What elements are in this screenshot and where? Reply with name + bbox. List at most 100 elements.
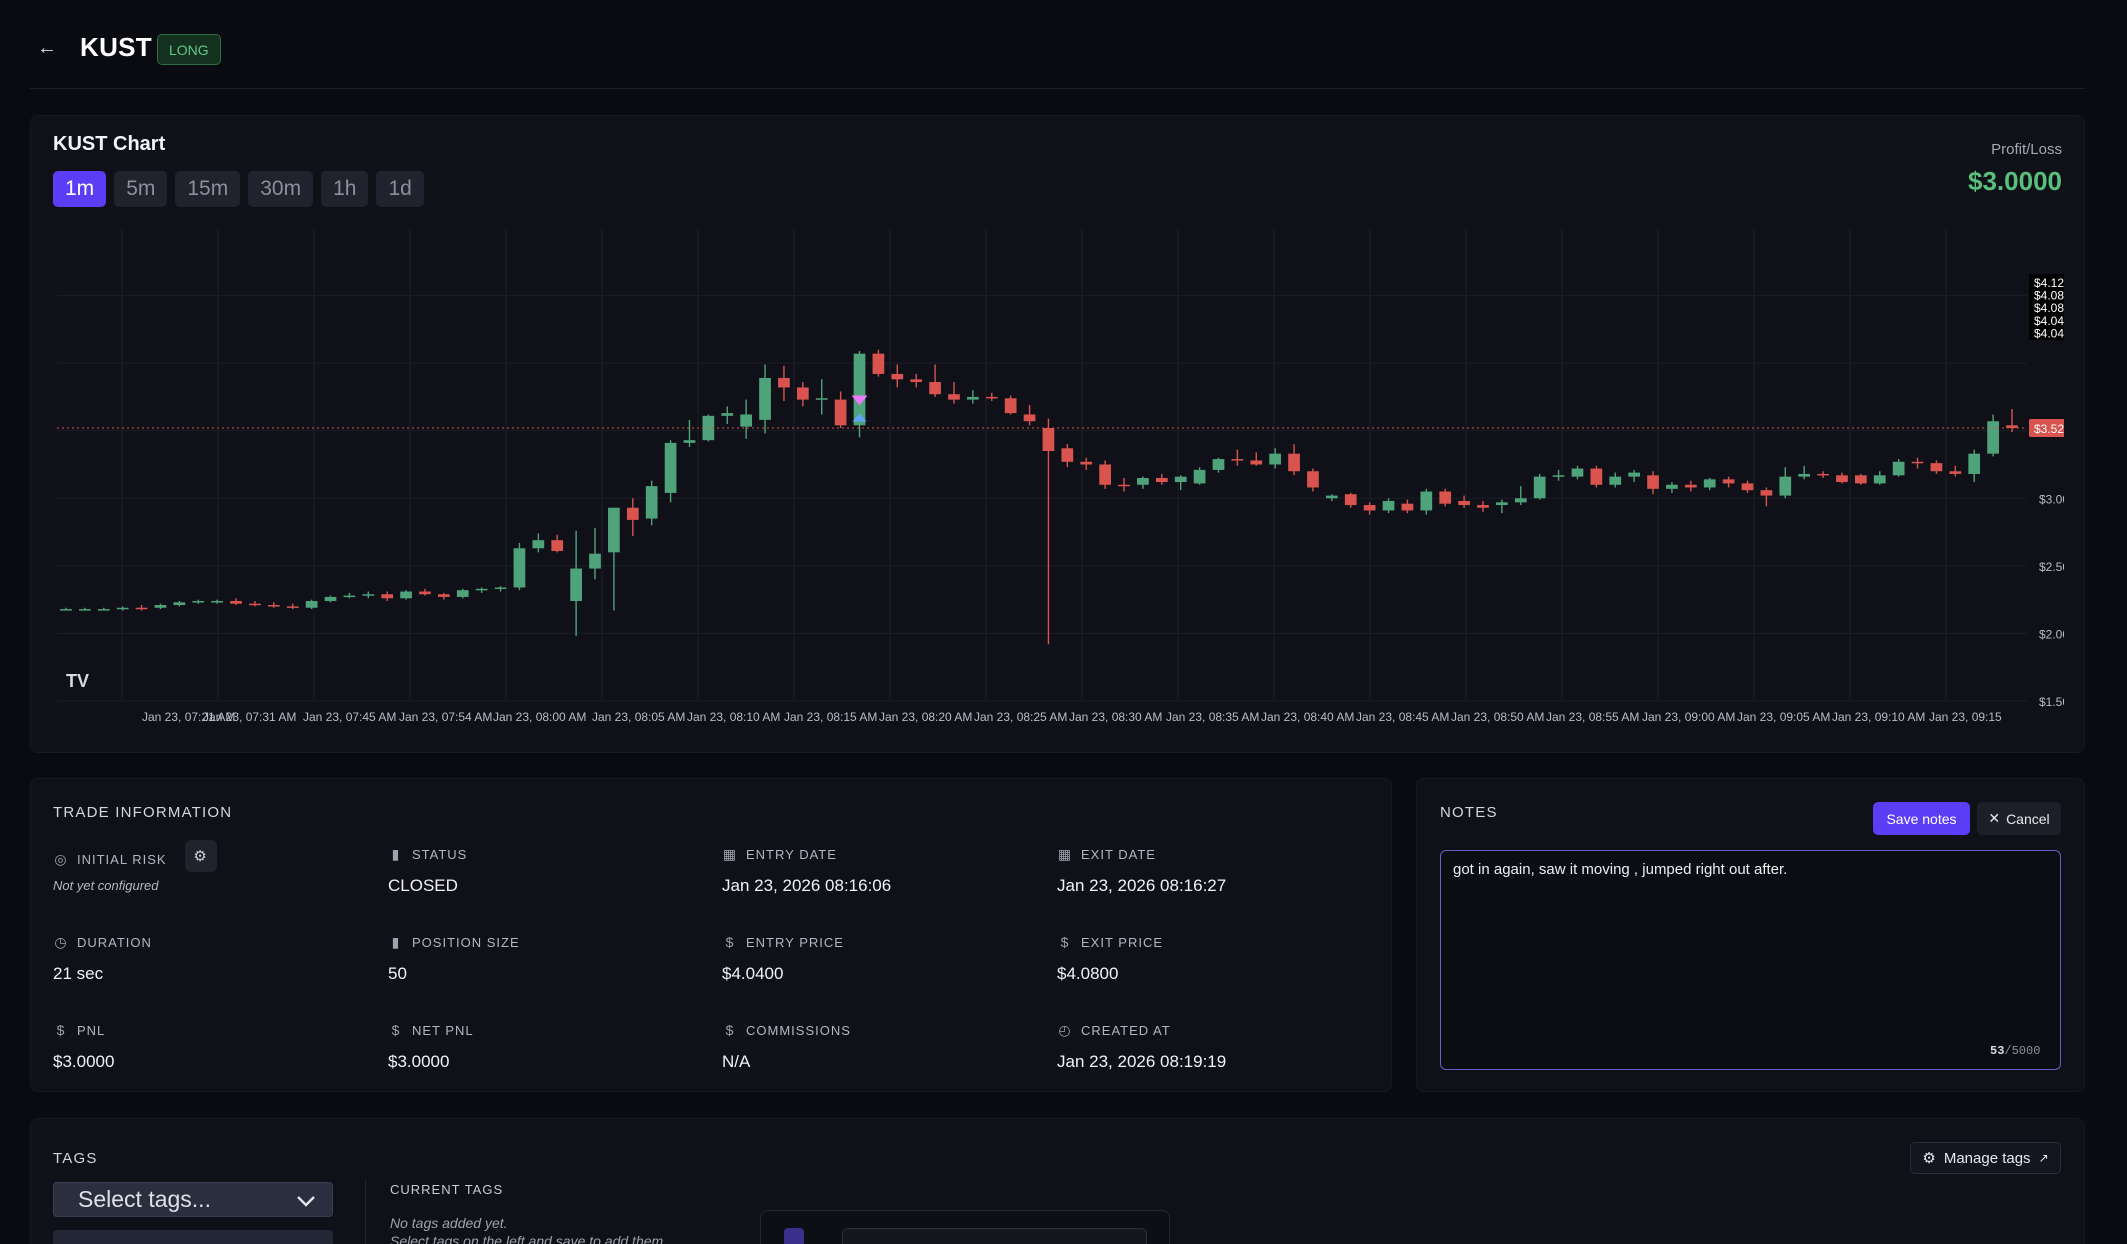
- candle-body: [1288, 453, 1300, 472]
- candle-body: [1533, 476, 1546, 499]
- y-tick-label: $1.50: [2039, 695, 2064, 709]
- candle-body: [211, 600, 224, 603]
- candle-body: [173, 602, 186, 606]
- field-duration: ◷ DURATION 21 sec: [53, 934, 373, 984]
- bar-chart-icon: ▮: [391, 933, 401, 950]
- candle-body: [1307, 471, 1319, 488]
- tags-select-placeholder: Select tags...: [78, 1186, 211, 1212]
- notes-char-count: 53/5000: [1990, 1044, 2040, 1058]
- tag-suggestion-field[interactable]: [842, 1228, 1147, 1244]
- back-button[interactable]: ←: [30, 34, 64, 62]
- char-count-current: 53: [1990, 1044, 2005, 1058]
- position-size-label: POSITION SIZE: [412, 934, 520, 950]
- candle-body: [1647, 475, 1659, 489]
- candle-body: [1703, 479, 1716, 488]
- tags-title: TAGS: [53, 1150, 98, 1167]
- dollar-icon: $: [56, 1022, 66, 1038]
- timer-icon: ◷: [54, 933, 68, 950]
- candle-body: [286, 606, 299, 608]
- candle-body: [1741, 483, 1754, 491]
- candle-body: [721, 413, 734, 416]
- candle-body: [1061, 448, 1074, 462]
- candle-body: [1231, 459, 1244, 461]
- x-tick-label: Jan 23, 08:20 AM: [879, 710, 972, 724]
- manage-tags-button[interactable]: ⚙ Manage tags ↗: [1910, 1142, 2061, 1174]
- gear-icon: ⚙: [1922, 1150, 1936, 1167]
- candle-body: [948, 394, 960, 400]
- candle-body: [532, 540, 545, 549]
- trade-price-label: $4.08: [2034, 289, 2064, 303]
- chevron-down-icon: [296, 1186, 316, 1213]
- candle-body: [1968, 453, 1981, 474]
- candle-body: [249, 603, 261, 606]
- timeframe-1h[interactable]: 1h: [321, 171, 369, 207]
- candle-body: [815, 398, 828, 400]
- candle-body: [683, 440, 696, 443]
- candle-body: [1892, 461, 1905, 476]
- candle-body: [324, 596, 337, 601]
- candlestick-chart[interactable]: $3.00$2.50$2.00$1.50$4.12$4.08$4.08$4.04…: [52, 228, 2064, 730]
- configure-risk-button[interactable]: ⚙: [184, 840, 217, 872]
- position-size-value: 50: [388, 964, 407, 983]
- trade-info-title: TRADE INFORMATION: [53, 804, 233, 821]
- x-tick-label: Jan 23, 07:45 AM: [303, 710, 396, 724]
- candle-body: [1760, 490, 1773, 496]
- candle-body: [1666, 484, 1678, 489]
- calendar-icon: ▦: [1057, 845, 1073, 862]
- candle-body: [1514, 498, 1527, 503]
- tags-select[interactable]: Select tags...: [53, 1182, 333, 1217]
- candle-body: [1137, 478, 1149, 485]
- timeframe-30m[interactable]: 30m: [248, 171, 314, 207]
- notes-textarea[interactable]: got in again, saw it moving , jumped rig…: [1440, 850, 2061, 1070]
- x-tick-label: Jan 23, 08:40 AM: [1261, 710, 1354, 724]
- x-tick-label: Jan 23, 09:00 AM: [1642, 710, 1735, 724]
- side-badge: LONG: [157, 34, 221, 65]
- field-net-pnl: $ NET PNL $3.0000: [388, 1022, 708, 1072]
- timeframe-15m[interactable]: 15m: [175, 171, 241, 207]
- dollar-icon: $: [725, 1022, 735, 1038]
- candle-body: [79, 609, 91, 611]
- timeframe-1m[interactable]: 1m: [53, 171, 107, 207]
- candle-body: [778, 377, 790, 388]
- timeframe-5m[interactable]: 5m: [114, 171, 168, 207]
- save-tags-button[interactable]: [53, 1230, 333, 1244]
- created-at-value: Jan 23, 2026 08:19:19: [1057, 1052, 1227, 1071]
- candle-body: [1269, 453, 1282, 465]
- field-entry-price: $ ENTRY PRICE $4.0400: [722, 934, 1042, 984]
- candle-body: [513, 548, 526, 588]
- duration-value: 21 sec: [53, 964, 104, 983]
- candle-body: [853, 353, 866, 426]
- y-tick-label: $2.00: [2039, 627, 2064, 641]
- entry-price-value: $4.0400: [722, 964, 784, 983]
- candle-body: [1155, 478, 1168, 483]
- header-divider: [30, 88, 2085, 89]
- net-pnl-label: NET PNL: [412, 1022, 474, 1038]
- candle-body: [589, 553, 601, 569]
- exit-date-label: EXIT DATE: [1081, 846, 1156, 862]
- field-status: ▮ STATUS CLOSED: [388, 846, 708, 896]
- y-tick-label: $3.00: [2039, 492, 2064, 506]
- candle-body: [494, 587, 507, 589]
- clock-icon: ◴: [1058, 1021, 1072, 1038]
- trade-price-label: $4.12: [2034, 276, 2064, 290]
- tag-color-swatch: [784, 1228, 804, 1244]
- field-entry-date: ▦ ENTRY DATE Jan 23, 2026 08:16:06: [722, 846, 1042, 896]
- cancel-button[interactable]: ✕ Cancel: [1977, 802, 2061, 835]
- candle-body: [1854, 475, 1867, 484]
- save-notes-button[interactable]: Save notes: [1873, 802, 1970, 835]
- timeframe-1d[interactable]: 1d: [376, 171, 424, 207]
- candle-body: [1250, 460, 1263, 465]
- tags-divider: [365, 1180, 366, 1244]
- candle-body: [1174, 476, 1187, 483]
- entry-date-label: ENTRY DATE: [746, 846, 837, 862]
- field-exit-price: $ EXIT PRICE $4.0800: [1057, 934, 1377, 984]
- field-pnl: $ PNL $3.0000: [53, 1022, 373, 1072]
- candle-body: [1344, 494, 1357, 506]
- x-tick-label: Jan 23, 08:35 AM: [1166, 710, 1259, 724]
- candle-body: [1911, 461, 1924, 464]
- candle-body: [1571, 468, 1584, 477]
- candle-body: [1023, 414, 1036, 422]
- entry-marker-icon: [852, 413, 867, 422]
- candle-body: [419, 591, 431, 595]
- candle-body: [381, 594, 394, 599]
